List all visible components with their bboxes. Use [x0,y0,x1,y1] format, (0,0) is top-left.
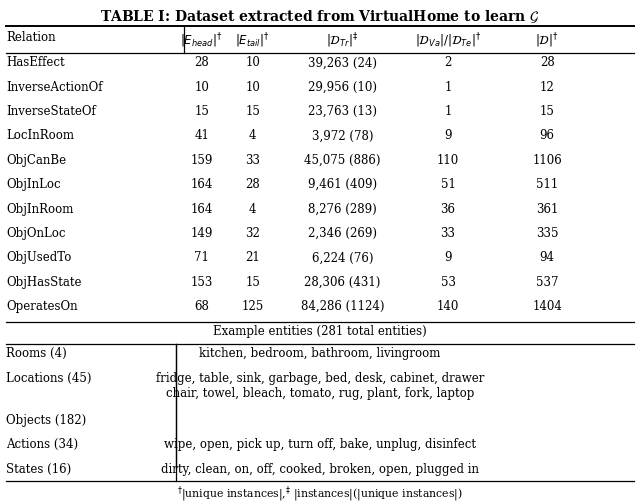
Text: ObjInRoom: ObjInRoom [6,202,74,215]
Text: States (16): States (16) [6,462,72,475]
Text: 140: 140 [437,300,459,313]
Text: 12: 12 [540,81,555,94]
Text: $|\mathcal{D}_{Va}|/|\mathcal{D}_{Te}|^{\dagger}$: $|\mathcal{D}_{Va}|/|\mathcal{D}_{Te}|^{… [415,31,481,50]
Text: $|\mathcal{D}_{Tr}|^{\ddagger}$: $|\mathcal{D}_{Tr}|^{\ddagger}$ [326,31,358,50]
Text: 149: 149 [191,227,212,240]
Text: 45,075 (886): 45,075 (886) [304,154,381,167]
Text: 4: 4 [249,129,257,142]
Text: 53: 53 [440,276,456,289]
Text: 4: 4 [249,202,257,215]
Text: Rooms (4): Rooms (4) [6,348,67,360]
Text: 96: 96 [540,129,555,142]
Text: 28: 28 [540,56,555,69]
Text: 10: 10 [194,81,209,94]
Text: 164: 164 [191,202,212,215]
Text: 33: 33 [440,227,456,240]
Text: 68: 68 [194,300,209,313]
Text: ObjCanBe: ObjCanBe [6,154,67,167]
Text: LocInRoom: LocInRoom [6,129,74,142]
Text: fridge, table, sink, garbage, bed, desk, cabinet, drawer
chair, towel, bleach, t: fridge, table, sink, garbage, bed, desk,… [156,372,484,400]
Text: 511: 511 [536,178,558,191]
Text: ObjInLoc: ObjInLoc [6,178,61,191]
Text: 39,263 (24): 39,263 (24) [308,56,377,69]
Text: 32: 32 [245,227,260,240]
Text: 335: 335 [536,227,559,240]
Text: 28: 28 [194,56,209,69]
Text: Objects (182): Objects (182) [6,414,86,427]
Text: InverseActionOf: InverseActionOf [6,81,103,94]
Text: 10: 10 [245,56,260,69]
Text: Example entities (281 total entities): Example entities (281 total entities) [213,325,427,338]
Text: 94: 94 [540,252,555,265]
Text: 15: 15 [245,105,260,118]
Text: 1404: 1404 [532,300,562,313]
Text: 125: 125 [242,300,264,313]
Text: 2: 2 [444,56,452,69]
Text: $|\mathcal{D}|^{\dagger}$: $|\mathcal{D}|^{\dagger}$ [536,31,559,50]
Text: Locations (45): Locations (45) [6,372,92,385]
Text: 84,286 (1124): 84,286 (1124) [301,300,384,313]
Text: dirty, clean, on, off, cooked, broken, open, plugged in: dirty, clean, on, off, cooked, broken, o… [161,462,479,475]
Text: kitchen, bedroom, bathroom, livingroom: kitchen, bedroom, bathroom, livingroom [199,348,441,360]
Text: HasEffect: HasEffect [6,56,65,69]
Text: 361: 361 [536,202,558,215]
Text: $|E_{head}|^{\dagger}$: $|E_{head}|^{\dagger}$ [180,31,223,50]
Text: TABLE I: Dataset extracted from VirtualHome to learn $\mathcal{G}$: TABLE I: Dataset extracted from VirtualH… [100,9,540,25]
Text: 164: 164 [191,178,212,191]
Text: 41: 41 [194,129,209,142]
Text: Actions (34): Actions (34) [6,438,79,451]
Text: ObjUsedTo: ObjUsedTo [6,252,72,265]
Text: 9: 9 [444,252,452,265]
Text: 21: 21 [245,252,260,265]
Text: 6,224 (76): 6,224 (76) [312,252,373,265]
Text: OperatesOn: OperatesOn [6,300,78,313]
Text: 537: 537 [536,276,559,289]
Text: 1106: 1106 [532,154,562,167]
Text: 9: 9 [444,129,452,142]
Text: 159: 159 [191,154,212,167]
Text: 9,461 (409): 9,461 (409) [308,178,377,191]
Text: ObjOnLoc: ObjOnLoc [6,227,66,240]
Text: 28,306 (431): 28,306 (431) [304,276,381,289]
Text: 15: 15 [245,276,260,289]
Text: 29,956 (10): 29,956 (10) [308,81,377,94]
Text: 2,346 (269): 2,346 (269) [308,227,377,240]
Text: 15: 15 [194,105,209,118]
Text: 1: 1 [444,81,452,94]
Text: 153: 153 [191,276,212,289]
Text: 10: 10 [245,81,260,94]
Text: 23,763 (13): 23,763 (13) [308,105,377,118]
Text: $|E_{tail}|^{\dagger}$: $|E_{tail}|^{\dagger}$ [236,31,270,50]
Text: 110: 110 [437,154,459,167]
Text: 15: 15 [540,105,555,118]
Text: 36: 36 [440,202,456,215]
Text: ObjHasState: ObjHasState [6,276,82,289]
Text: 8,276 (289): 8,276 (289) [308,202,377,215]
Text: InverseStateOf: InverseStateOf [6,105,96,118]
Text: 1: 1 [444,105,452,118]
Text: $^{\dagger}$|unique instances|,$^{\ddagger}$ |instances|(|unique instances|): $^{\dagger}$|unique instances|,$^{\ddagg… [177,484,463,501]
Text: Relation: Relation [6,31,56,44]
Text: 3,972 (78): 3,972 (78) [312,129,373,142]
Text: 51: 51 [440,178,456,191]
Text: wipe, open, pick up, turn off, bake, unplug, disinfect: wipe, open, pick up, turn off, bake, unp… [164,438,476,451]
Text: 33: 33 [245,154,260,167]
Text: 28: 28 [245,178,260,191]
Text: 71: 71 [194,252,209,265]
